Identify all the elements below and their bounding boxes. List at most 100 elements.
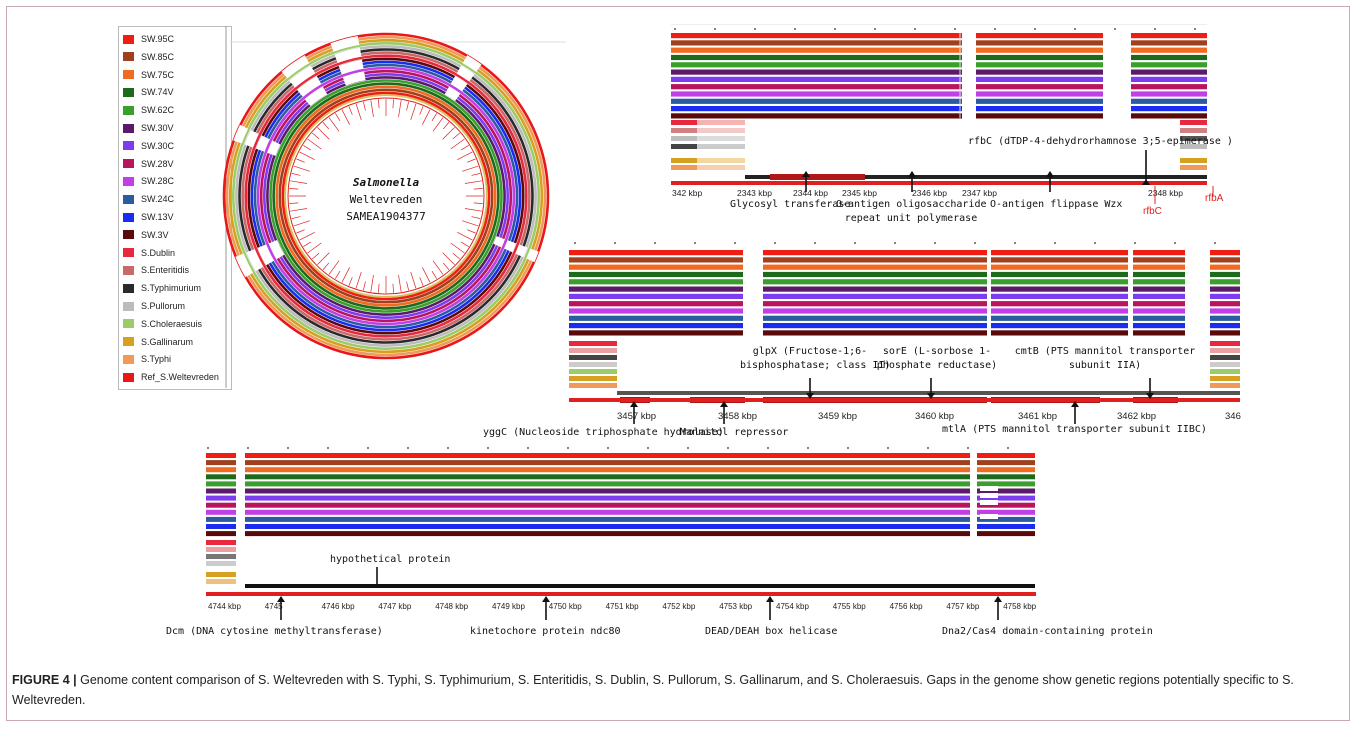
inner-tick (406, 101, 409, 111)
track-gap (980, 500, 998, 505)
legend-swatch (123, 319, 134, 329)
inner-tick (355, 103, 362, 121)
arrow-head (806, 393, 814, 399)
alignment-track (206, 460, 236, 466)
alignment-track (763, 293, 987, 299)
legend-label: SW.75C (141, 69, 175, 80)
axis-tick-label: 4752 kbp (662, 602, 695, 611)
legend-label: SW.30V (141, 123, 174, 133)
inner-tick (291, 173, 301, 176)
legend-swatch (123, 141, 134, 151)
genome-gap (456, 65, 475, 82)
circle-title-serovar: Weltevreden (349, 193, 423, 206)
ruler (671, 24, 1207, 25)
ref-track (569, 369, 617, 374)
legend-item: SW.85C (123, 50, 174, 64)
alignment-track (206, 481, 236, 487)
legend-label: SW.74V (141, 87, 174, 98)
inner-tick (378, 99, 380, 109)
legend-item: SW.28C (123, 174, 174, 188)
legend-item: SW.95C (123, 32, 174, 46)
alignment-track (1210, 271, 1240, 278)
alignment-track (976, 76, 1103, 82)
legend-swatch (123, 34, 134, 44)
inner-tick (290, 208, 308, 212)
legend-label: SW.85C (141, 51, 175, 62)
axis-tick-label: 3460 kbp (915, 411, 954, 422)
genome-ring (275, 85, 497, 307)
alignment-track (763, 323, 987, 329)
axis-tick-label: 3462 kbp (1117, 411, 1156, 422)
inner-tick (464, 208, 482, 212)
legend-item: SW.24C (123, 192, 174, 206)
alignment-track (671, 113, 962, 119)
alignment-track (206, 488, 236, 494)
axis-tick-label: 4747 kbp (378, 602, 411, 611)
legend-item: SW.74V (123, 85, 174, 99)
inner-tick (296, 229, 305, 234)
alignment-track (1133, 271, 1185, 278)
ref-track (1180, 136, 1207, 141)
inner-tick (460, 145, 469, 151)
p2-gene-mtla: mtlA (PTS mannitol transporter subunit I… (942, 424, 1207, 435)
legend-swatch (123, 354, 134, 364)
inner-tick (467, 158, 476, 163)
alignment-track (976, 69, 1103, 75)
legend-item: SW.13V (123, 210, 174, 224)
genome-gap (235, 253, 254, 278)
alignment-track (977, 460, 1035, 466)
alignment-track (206, 516, 236, 522)
inner-tick (392, 283, 394, 293)
inner-tick (442, 127, 455, 140)
alignment-track (763, 330, 987, 336)
p1-gene-oantigen-a: O-antigen oligosaccharide (836, 199, 987, 210)
axis-tick-label: 4754 kbp (776, 602, 809, 611)
inner-tick (398, 100, 402, 118)
arrow-head (802, 171, 810, 177)
ref-track (206, 554, 236, 559)
ref-track (697, 158, 745, 163)
arrow-head (908, 171, 916, 177)
alignment-track (671, 76, 962, 82)
genome-gap (338, 59, 364, 75)
legend-label: SW.24C (141, 194, 175, 205)
legend-swatch (123, 230, 134, 240)
genome-ring (225, 35, 547, 357)
inner-tick (450, 138, 465, 150)
alignment-track (1131, 54, 1207, 61)
axis-tick-label: 4756 kbp (890, 602, 923, 611)
alignment-track (245, 467, 970, 473)
alignment-track (1133, 301, 1185, 307)
track-gap (980, 486, 998, 491)
legend-swatch (123, 105, 134, 115)
inner-tick (289, 202, 299, 204)
alignment-track (1131, 91, 1207, 97)
genome-ring (256, 66, 516, 326)
alignment-track (1133, 257, 1185, 263)
alignment-track (569, 257, 743, 263)
inner-tick (348, 277, 353, 286)
legend-swatch (123, 123, 134, 133)
caption-figure-label: FIGURE 4 | (12, 673, 77, 687)
genome-gap (281, 55, 310, 79)
inner-tick (452, 252, 460, 260)
genome-gap (304, 86, 328, 107)
axis-tick-label: 3458 kbp (718, 411, 757, 422)
axis-tick-label: 4755 kbp (833, 602, 866, 611)
inner-tick (296, 158, 305, 163)
alignment-track (763, 301, 987, 307)
alignment-track (977, 481, 1035, 487)
alignment-track (671, 98, 962, 104)
arrow-head (927, 393, 935, 399)
genome-gap (450, 76, 468, 92)
inner-tick (461, 220, 479, 227)
inner-tick (410, 103, 417, 121)
legend-label: SW.30C (141, 140, 175, 151)
arrow-head (1146, 393, 1154, 399)
legend-item: SW.28V (123, 157, 174, 171)
alignment-track (991, 279, 1128, 285)
alignment-track (569, 323, 743, 329)
arrow-head (542, 596, 550, 602)
ref-track (1180, 120, 1207, 125)
alignment-track (1210, 257, 1240, 263)
